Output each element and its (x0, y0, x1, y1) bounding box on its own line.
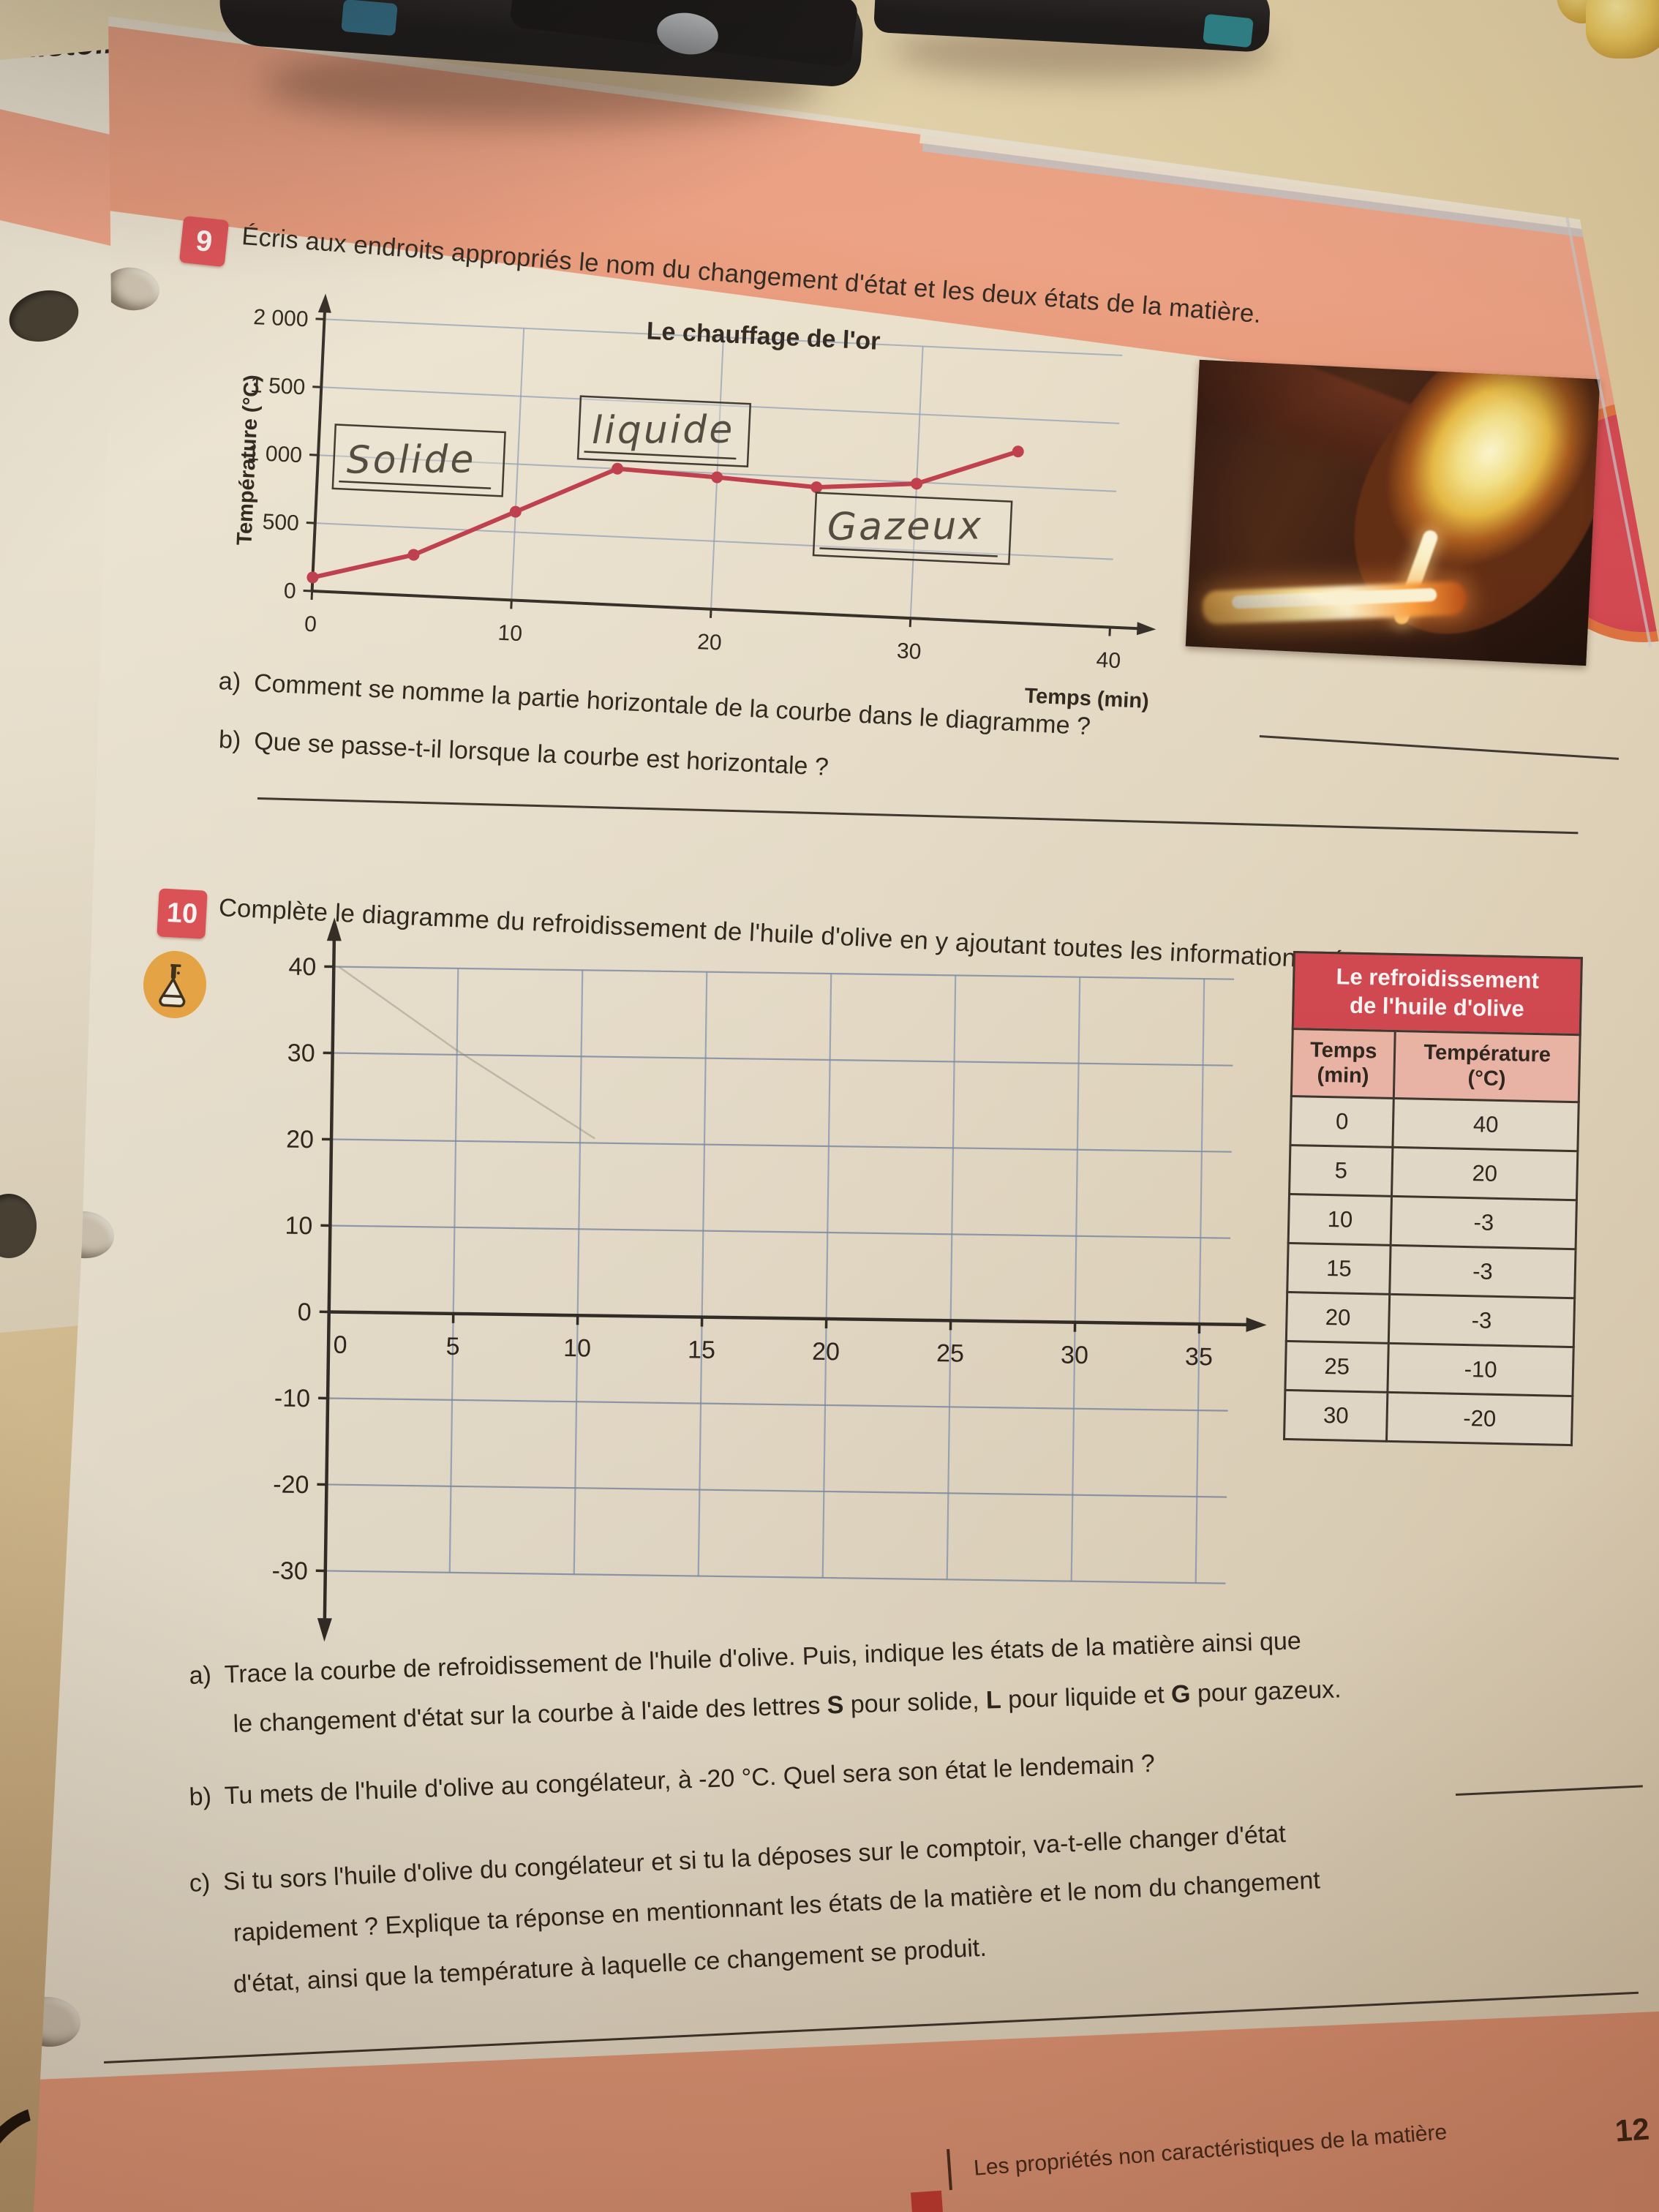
table-row: 0 40 (1290, 1096, 1579, 1151)
table-row: 5 20 (1289, 1145, 1578, 1200)
svg-text:0: 0 (333, 1331, 347, 1359)
answer-blank-9a (1259, 735, 1620, 760)
punched-hole (4, 283, 84, 349)
svg-text:1 500: 1 500 (249, 373, 305, 399)
question-label: b) (218, 726, 242, 755)
svg-text:2 000: 2 000 (253, 305, 309, 331)
svg-text:1 000: 1 000 (247, 441, 302, 467)
pen-blue-clip (341, 0, 398, 37)
footer-red-mark (911, 2190, 943, 2212)
svg-text:35: 35 (1185, 1343, 1213, 1372)
table-column-header: Temps (min) (1291, 1028, 1396, 1099)
table-cell: 40 (1393, 1098, 1579, 1151)
svg-text:30: 30 (1061, 1341, 1088, 1369)
svg-text:40: 40 (1096, 648, 1121, 673)
exercise9-badge: 9 (178, 215, 230, 268)
punched-hole (0, 1194, 37, 1258)
table-cell: -3 (1388, 1294, 1575, 1347)
svg-text:Gazeux: Gazeux (827, 504, 984, 549)
cooling-data-table: Le refroidissement de l'huile d'olive Tem… (1283, 951, 1583, 1446)
gold-heating-chart: 0 500 1 000 1 500 2 000 0 10 20 30 40 Le chauffage… (217, 276, 1181, 794)
svg-text:Solide: Solide (346, 437, 475, 482)
page-bottom-band (34, 2006, 1659, 2212)
answer-blank-10b (1456, 1785, 1643, 1796)
svg-text:15: 15 (688, 1336, 715, 1364)
svg-text:30: 30 (287, 1039, 315, 1068)
molten-gold-stream (1392, 528, 1440, 627)
svg-text:Le chauffage de l'or: Le chauffage de l'or (646, 317, 881, 355)
svg-text:10: 10 (563, 1334, 591, 1363)
svg-text:-10: -10 (274, 1384, 311, 1412)
table-cell: -20 (1386, 1392, 1573, 1445)
exercise10-badge: 10 (157, 888, 208, 939)
cooling-grid-chart: 40 30 20 10 0 -10 -20 -30 0 5 10 15 20 25 30 35 (243, 878, 1279, 1748)
svg-text:40: 40 (288, 953, 316, 982)
table-cell: 20 (1391, 1147, 1578, 1200)
punched-hole (34, 1995, 83, 2049)
table-row: 20 -3 (1286, 1292, 1575, 1347)
svg-text:20: 20 (697, 630, 723, 655)
svg-text:25: 25 (936, 1339, 964, 1368)
svg-text:500: 500 (262, 510, 300, 535)
svg-text:-20: -20 (273, 1470, 309, 1499)
svg-text:Température (°C): Température (°C) (233, 375, 264, 546)
svg-text:0: 0 (298, 1298, 312, 1326)
question-10b: b) Tu mets de l'huile d'olive au congélat… (189, 1749, 1156, 1811)
table-cell: 15 (1287, 1243, 1391, 1295)
page-number: 12 (1614, 2111, 1651, 2148)
table-cell: 20 (1286, 1292, 1390, 1344)
svg-text:0: 0 (283, 579, 296, 603)
table-title: Le refroidissement de l'huile d'olive (1291, 951, 1583, 1034)
svg-text:0: 0 (304, 612, 317, 637)
svg-text:10: 10 (497, 621, 523, 646)
svg-text:10: 10 (285, 1212, 312, 1241)
table-row: 10 -3 (1288, 1194, 1577, 1249)
table-cell: -3 (1389, 1245, 1576, 1298)
table-cell: -10 (1388, 1343, 1574, 1396)
svg-text:20: 20 (286, 1126, 314, 1154)
question-10c-line3: d'état, ainsi que la température à laque… (233, 1933, 988, 1998)
table-cell: -3 (1391, 1196, 1577, 1249)
glowing-crucible (1305, 359, 1600, 666)
svg-text:5: 5 (445, 1333, 459, 1361)
gold-object (1586, 0, 1659, 59)
glowing-mold (1202, 581, 1467, 625)
svg-text:-30: -30 (271, 1557, 308, 1585)
svg-text:liquide: liquide (592, 408, 735, 453)
answer-blank-9b (257, 797, 1579, 835)
table-cell: 5 (1289, 1145, 1393, 1197)
experiment-flask-icon (141, 949, 208, 1020)
table-cell: 0 (1290, 1096, 1394, 1148)
molten-gold-photo (1185, 359, 1600, 666)
svg-text:30: 30 (896, 639, 922, 663)
table-column-header: Température (°C) (1393, 1030, 1581, 1102)
table-cell: 10 (1288, 1194, 1392, 1246)
table-row: 15 -3 (1287, 1243, 1576, 1298)
ingot-rack (1185, 359, 1558, 543)
pen-teal-tip (1203, 13, 1254, 48)
table-row: 30 -20 (1284, 1390, 1573, 1445)
svg-text:20: 20 (812, 1338, 840, 1366)
table-cell: 25 (1284, 1341, 1389, 1393)
table-cell: 30 (1284, 1390, 1388, 1442)
table-row: 25 -10 (1284, 1341, 1574, 1396)
svg-text:Temps (min): Temps (min) (1024, 684, 1150, 713)
question-label: a) (218, 667, 242, 696)
